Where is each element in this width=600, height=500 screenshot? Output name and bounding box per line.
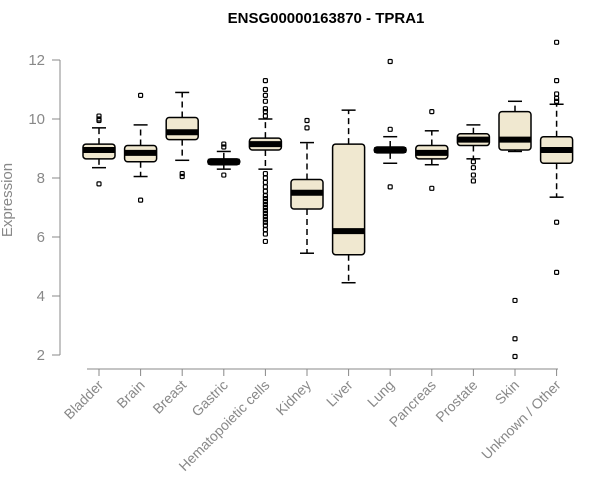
outlier-point	[553, 78, 560, 84]
x-tick-label: Brain	[113, 377, 147, 411]
box-brain	[123, 92, 158, 203]
outlier-point	[262, 227, 268, 233]
outlier-point	[262, 86, 268, 93]
outlier-point	[96, 181, 102, 187]
outlier-point	[512, 336, 518, 342]
outlier-point	[512, 297, 518, 304]
outlier-point	[262, 98, 268, 104]
outlier-point	[262, 201, 268, 208]
outlier-point	[429, 185, 435, 191]
outlier-point	[221, 141, 227, 147]
outlier-point	[262, 204, 268, 211]
y-tick-label: 12	[28, 52, 45, 69]
y-tick-label: 2	[37, 347, 45, 364]
outlier-point	[262, 238, 268, 245]
outlier-point	[262, 170, 268, 177]
outlier-point	[262, 109, 268, 115]
outlier-point	[262, 213, 268, 219]
outlier-point	[262, 196, 268, 202]
outlier-point	[553, 98, 560, 104]
outlier-point	[262, 92, 268, 99]
outlier-point	[262, 106, 268, 112]
outlier-point	[470, 159, 476, 165]
outlier-point	[96, 117, 102, 124]
outlier-point	[553, 91, 560, 97]
x-tick-label: Unknown / Other	[478, 377, 564, 463]
box-liver	[331, 109, 366, 284]
outlier-point	[221, 144, 227, 150]
outlier-point	[512, 353, 518, 360]
x-tick-label: Kidney	[273, 377, 315, 419]
iqr-box	[165, 116, 199, 141]
outlier-point	[470, 178, 476, 184]
x-tick-label: Lung	[364, 377, 397, 410]
outlier-point	[304, 125, 310, 131]
box-breast	[165, 91, 199, 180]
y-ticks: 2 4 6 8 10 12	[28, 52, 60, 364]
x-tick-label: Liver	[323, 377, 356, 410]
outlier-point	[262, 175, 268, 181]
outlier-point	[262, 231, 268, 237]
outlier-point	[470, 165, 476, 171]
outlier-point	[262, 113, 268, 119]
outlier-point	[387, 58, 393, 65]
outlier-point	[179, 173, 185, 180]
outlier-point	[262, 179, 268, 186]
outlier-point	[262, 210, 268, 216]
iqr-box	[331, 143, 366, 256]
outlier-point	[304, 117, 310, 124]
box-skin	[498, 100, 532, 360]
outlier-point	[138, 92, 144, 99]
box-hematopoietic-cells	[248, 78, 283, 245]
outlier-point	[138, 197, 144, 203]
outlier-point	[262, 188, 268, 194]
y-axis-label: Expression	[0, 163, 16, 237]
x-tick-label: Breast	[149, 377, 189, 417]
outlier-point	[262, 216, 268, 222]
outlier-point	[553, 269, 560, 275]
outlier-point	[553, 219, 560, 225]
box-pancreas	[415, 109, 449, 191]
outlier-point	[221, 172, 227, 178]
outlier-point	[262, 219, 268, 225]
box-gastric	[207, 141, 241, 178]
chart-title: ENSG00000163870 - TPRA1	[228, 10, 425, 27]
outlier-point	[179, 170, 185, 177]
outlier-point	[262, 222, 268, 228]
y-tick-label: 6	[37, 229, 45, 246]
y-tick-label: 10	[28, 111, 45, 128]
outlier-point	[470, 172, 476, 178]
outlier-point	[553, 95, 560, 101]
box-kidney	[290, 117, 324, 254]
outlier-point	[429, 109, 435, 115]
box-bladder	[82, 113, 116, 187]
box-lung	[373, 58, 407, 190]
outlier-point	[262, 207, 268, 214]
y-tick-label: 8	[37, 170, 45, 187]
outlier-point	[262, 193, 268, 199]
y-tick-label: 4	[37, 288, 45, 305]
outlier-point	[387, 184, 393, 190]
outlier-point	[387, 126, 393, 132]
x-tick-label: Skin	[492, 377, 523, 408]
x-tick-label: Bladder	[61, 377, 107, 423]
x-tick-label: Prostate	[432, 377, 480, 425]
outlier-point	[553, 39, 560, 45]
outlier-point	[262, 78, 268, 84]
box-unknown-other	[539, 39, 574, 275]
outlier-point	[262, 184, 268, 190]
iqr-box	[498, 110, 532, 151]
outlier-point	[262, 199, 268, 205]
box-prostate	[456, 124, 491, 184]
boxes-group	[82, 39, 574, 360]
